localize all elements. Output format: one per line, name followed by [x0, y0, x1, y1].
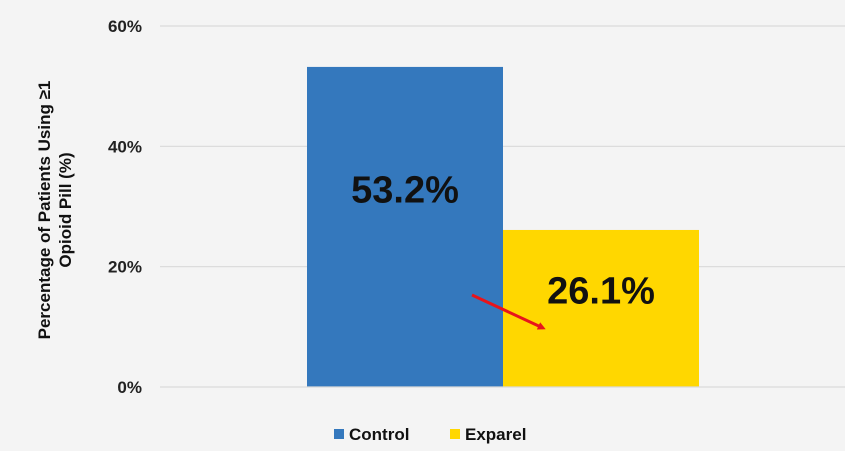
y-axis-ticks: 0% 20% 40% 60% — [108, 17, 142, 397]
y-tick-label: 40% — [108, 137, 142, 156]
data-labels: 53.2% 26.1% — [351, 170, 655, 313]
legend-swatch-control — [334, 429, 344, 439]
bar-exparel — [503, 229, 699, 387]
legend-swatch-exparel — [450, 429, 460, 439]
annotation-arrow — [471, 293, 546, 330]
y-tick-label: 0% — [117, 378, 142, 397]
y-axis-title-line-1: Percentage of Patients Using ≥1 — [35, 81, 54, 340]
y-tick-label: 20% — [108, 258, 142, 277]
legend: Control Exparel — [334, 425, 526, 444]
y-tick-label: 60% — [108, 17, 142, 36]
y-axis-title-line-2: Opioid Pill (%) — [56, 152, 75, 267]
y-axis-title: Percentage of Patients Using ≥1 Opioid P… — [35, 81, 75, 340]
legend-label-exparel: Exparel — [465, 425, 526, 444]
data-label-exparel: 26.1% — [547, 271, 655, 313]
data-label-control: 53.2% — [351, 170, 459, 212]
bars — [307, 66, 699, 387]
legend-label-control: Control — [349, 425, 409, 444]
bar-control — [307, 66, 503, 387]
